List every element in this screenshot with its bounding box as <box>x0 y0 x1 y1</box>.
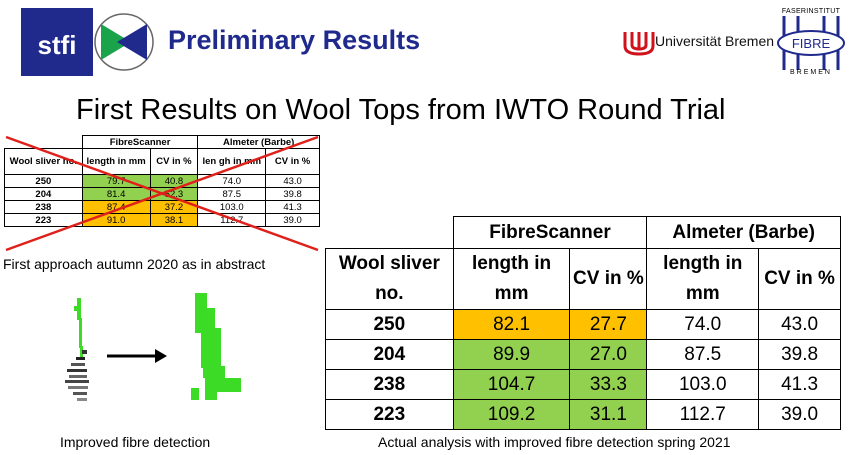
main-table-group-fibrescanner: FibreScanner <box>452 216 648 249</box>
fibre-images-caption: Improved fibre detection <box>60 434 211 450</box>
fibre-detection-images <box>65 293 241 401</box>
main-table-cell: 41.3 <box>758 369 841 400</box>
main-table-cell: 31.1 <box>569 399 648 430</box>
old-table-col-header: CV in % <box>149 148 199 175</box>
main-table-col-header: length in mm <box>452 248 571 310</box>
main-table-cell: 109.2 <box>452 399 571 430</box>
main-results-table: FibreScanner Almeter (Barbe) Wool sliver… <box>325 216 841 430</box>
slide-subtitle: First Results on Wool Tops from IWTO Rou… <box>76 94 726 126</box>
main-table-cell: 39.0 <box>758 399 841 430</box>
main-table-cell: 27.0 <box>569 339 648 370</box>
old-table-cell: 79.7 <box>81 174 151 188</box>
main-table-cell: 27.7 <box>569 309 648 340</box>
stfi-logo: stfi <box>21 8 93 76</box>
main-table-cell: 89.9 <box>452 339 571 370</box>
main-table-id: 238 <box>325 369 454 400</box>
main-table-cell: 39.8 <box>758 339 841 370</box>
table-row: 204 81.4 52.3 87.5 39.8 <box>4 187 320 201</box>
main-table-cell: 103.0 <box>646 369 760 400</box>
table-row: 238 104.7 33.3 103.0 41.3 <box>325 369 841 400</box>
university-name: Universität Bremen <box>655 33 775 49</box>
cross-out-mark <box>5 135 319 252</box>
table-row: 250 82.1 27.7 74.0 43.0 <box>325 309 841 340</box>
main-table-cell: 74.0 <box>646 309 760 340</box>
main-table-group-almeter: Almeter (Barbe) <box>646 216 841 249</box>
main-table-id: 204 <box>325 339 454 370</box>
main-table-cell: 82.1 <box>452 309 571 340</box>
main-table-col-header: CV in % <box>569 248 648 310</box>
stfi-logo-text: stfi <box>38 30 77 60</box>
old-table-col-header: len gh in mm <box>197 148 267 175</box>
old-table-cell: 43.0 <box>265 174 320 188</box>
university-logo-icon <box>623 32 655 56</box>
raw-fibre-image <box>65 298 89 401</box>
main-table-col-header: length in mm <box>646 248 760 310</box>
main-table-cell: 112.7 <box>646 399 760 430</box>
old-table-cell: 81.4 <box>81 187 151 201</box>
main-table-col-header: Wool sliver no. <box>325 248 454 310</box>
main-table-col-header: CV in % <box>758 248 841 310</box>
fibre-logo-emblem: FIBRE <box>777 16 845 70</box>
old-results-table-wrap: FibreScanner Almeter (Barbe) Wool sliver… <box>4 135 320 252</box>
table-row: 223 109.2 31.1 112.7 39.0 <box>325 399 841 430</box>
old-table-caption: First approach autumn 2020 as in abstrac… <box>3 256 266 272</box>
old-table-col-header: Wool sliver no. <box>4 148 83 175</box>
old-table-cell: 38.1 <box>149 213 199 227</box>
triangle-logo <box>94 13 154 71</box>
main-table-cell: 43.0 <box>758 309 841 340</box>
arrow-right-icon <box>107 349 167 363</box>
fibre-logo-top-text: FASERINSTITUT <box>781 8 841 15</box>
main-table-caption: Actual analysis with improved fibre dete… <box>378 434 731 450</box>
old-table-cell: 39.0 <box>265 213 320 227</box>
main-table-cell: 87.5 <box>646 339 760 370</box>
detected-fibre-image <box>191 293 241 400</box>
page-title: Preliminary Results <box>168 25 421 55</box>
main-table-id: 250 <box>325 309 454 340</box>
fibre-logo-middle-text: FIBRE <box>792 36 831 51</box>
main-table-cell: 104.7 <box>452 369 571 400</box>
fibre-logo-bottom-text: BREMEN <box>790 69 832 76</box>
main-table-corner <box>325 216 454 249</box>
main-table-id: 223 <box>325 399 454 430</box>
table-row: 204 89.9 27.0 87.5 39.8 <box>325 339 841 370</box>
fibre-logo: FASERINSTITUT FIBRE BREMEN <box>770 8 852 78</box>
main-table-cell: 33.3 <box>569 369 648 400</box>
